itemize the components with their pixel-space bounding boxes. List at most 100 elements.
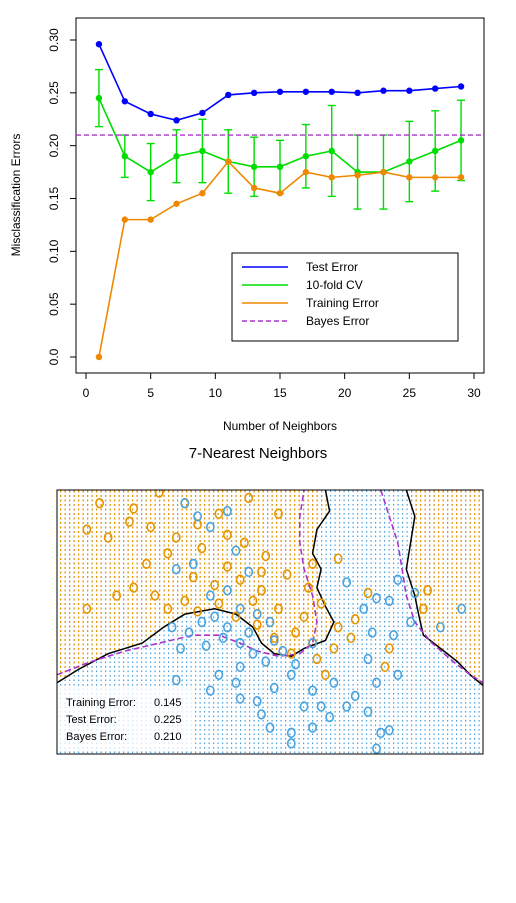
blue-point [269, 682, 279, 694]
test-error-point [457, 83, 465, 90]
orange-point [142, 558, 151, 570]
y-tick-label: 0.0 [47, 348, 61, 365]
orange-point [329, 643, 339, 654]
10-fold-cv-point [250, 163, 258, 170]
orange-point [112, 590, 122, 601]
test-error-point [354, 89, 361, 97]
10-fold-cv-point [406, 158, 413, 165]
legend-label-test-error: Test Error [306, 260, 358, 274]
knn-decision-boundary-chart: 7-Nearest Neighbors Training Error: 0.14… [56, 445, 484, 755]
orange-point [188, 571, 198, 583]
blue-point [308, 685, 317, 696]
blue-point [222, 585, 232, 596]
blue-point [329, 677, 339, 688]
test-error-point [406, 87, 413, 94]
orange-point [193, 606, 202, 617]
orange-point [286, 648, 296, 659]
test-error-point [432, 85, 439, 92]
test-error-point [302, 88, 310, 95]
blue-point [214, 669, 224, 681]
blue-point [222, 622, 232, 633]
y-tick-label: 0.25 [47, 81, 61, 105]
blue-point [384, 725, 394, 736]
orange-point [320, 669, 330, 681]
orange-point [197, 542, 207, 554]
x-tick-label: 20 [338, 386, 352, 400]
10-fold-cv-point [328, 147, 335, 155]
orange-point [222, 529, 232, 541]
blue-point [265, 616, 275, 628]
orange-point [363, 587, 373, 599]
y-axis-label: Misclassification Errors [9, 134, 23, 257]
blue-point [291, 659, 300, 670]
blue-point [231, 677, 241, 688]
orange-point [82, 603, 92, 615]
legend-label-bayes-error: Bayes Error [306, 314, 369, 328]
orange-point [150, 590, 160, 601]
blue-point [410, 587, 420, 599]
blue-point [367, 627, 377, 638]
orange-point [418, 603, 428, 615]
orange-point [248, 595, 258, 607]
orange-point [346, 632, 356, 644]
blue-point [363, 653, 373, 665]
blue-point [286, 727, 296, 739]
blue-point [244, 627, 254, 638]
10-fold-cv-point [432, 147, 439, 155]
x-tick-label: 10 [209, 386, 223, 400]
orange-point [299, 611, 309, 622]
bayes-error-value: 0.210 [154, 731, 182, 743]
10-fold-cv-point [173, 153, 180, 160]
blue-point [406, 616, 415, 628]
blue-point [218, 632, 228, 644]
orange-point [252, 619, 262, 630]
orange-point [333, 622, 343, 633]
blue-point [350, 690, 360, 702]
blue-point [316, 701, 326, 712]
blue-point [269, 635, 279, 646]
x-tick-label: 30 [467, 386, 481, 400]
orange-point [380, 661, 390, 673]
10-fold-cv-point [199, 147, 206, 155]
blue-point [171, 563, 181, 575]
orange-point [129, 582, 139, 593]
blue-point [188, 558, 198, 570]
legend: Test Error 10-fold CV Training Error Bayes … [231, 252, 459, 342]
orange-point [103, 532, 113, 543]
bayes-boundary-right [380, 490, 483, 684]
training-error-point [173, 200, 180, 207]
test-error-point [276, 88, 284, 95]
test-error-point [250, 89, 258, 97]
10-fold-cv-point [121, 153, 128, 160]
x-tick-label: 5 [147, 386, 154, 400]
blue-point [299, 701, 309, 712]
10-fold-cv-point [302, 153, 310, 160]
training-error-label: Training Error: [66, 697, 136, 709]
blue-point [176, 643, 185, 654]
blue-point [372, 677, 381, 688]
chart-title: 7-Nearest Neighbors [189, 445, 327, 462]
orange-point [129, 503, 139, 514]
test-error-point [380, 87, 387, 94]
orange-point [308, 558, 317, 570]
blue-point [171, 674, 181, 686]
10-fold-cv-point [276, 163, 284, 170]
blue-point [252, 696, 262, 707]
orange-point [333, 553, 343, 564]
orange-point [95, 497, 104, 509]
blue-point [235, 603, 245, 615]
y-tick-label: 0.20 [47, 134, 61, 158]
x-axis: 0 5 10 15 20 25 30 [83, 373, 481, 400]
bayes-boundary-left [57, 490, 318, 676]
training-error-point [147, 216, 154, 223]
test-error-point [121, 98, 128, 105]
blue-point [393, 574, 403, 585]
y-tick-label: 0.15 [47, 186, 61, 210]
blue-point [261, 656, 271, 667]
stats-background [60, 688, 192, 750]
training-error-point [225, 158, 232, 165]
blue-point [308, 637, 317, 649]
blue-point [376, 727, 386, 739]
blue-point [205, 590, 215, 601]
blue-point [201, 640, 211, 651]
